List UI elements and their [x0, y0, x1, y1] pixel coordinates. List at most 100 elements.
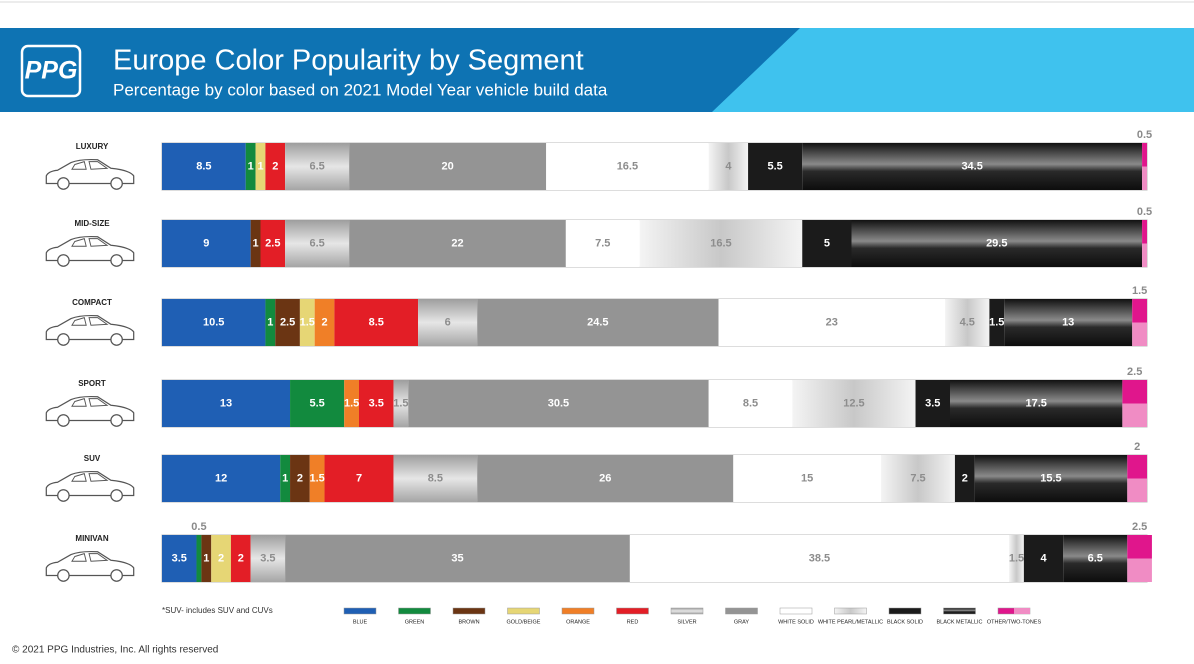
bar-segment	[201, 535, 212, 582]
bar-segment	[393, 455, 478, 502]
value-label: 5	[824, 237, 830, 249]
bar-segment	[359, 380, 394, 427]
category-label: SPORT	[78, 379, 106, 388]
value-label: 22	[451, 237, 463, 249]
value-label: 1.5	[1132, 285, 1147, 297]
value-label: 23	[826, 316, 838, 328]
value-label: 2	[321, 316, 327, 328]
bar-segment	[1142, 143, 1147, 190]
bar-segment	[950, 380, 1123, 427]
legend-swatch	[398, 607, 431, 615]
value-label: 2	[272, 160, 278, 172]
bar-segment	[162, 299, 266, 346]
value-label: 35	[451, 552, 463, 564]
legend-label: OTHER/TWO-TONES	[987, 619, 1042, 625]
top-strip	[0, 0, 1194, 28]
bar-segment	[285, 535, 630, 582]
bar-segment	[1132, 299, 1147, 346]
bar-segment	[255, 143, 266, 190]
value-label: 13	[1062, 316, 1074, 328]
value-label: 5.5	[768, 160, 783, 172]
value-label: 1	[267, 316, 273, 328]
bar-segment	[881, 455, 955, 502]
value-label: 1.5	[344, 397, 359, 409]
legend-label: GREEN	[405, 619, 425, 625]
legend-label: ORANGE	[566, 619, 590, 625]
bar-segment	[349, 143, 547, 190]
legend-label: GRAY	[734, 619, 750, 625]
value-label: 2	[218, 552, 224, 564]
value-label: 3.5	[260, 552, 275, 564]
bar-segment	[349, 220, 566, 267]
bar-segment	[280, 455, 291, 502]
legend-label: BLACK SOLID	[887, 619, 923, 625]
bar-segment	[230, 535, 251, 582]
legend-swatch-part	[1014, 608, 1030, 614]
category-label: MINIVAN	[75, 534, 108, 543]
value-label: 26	[599, 472, 611, 484]
value-label: 1.5	[393, 397, 408, 409]
bar-segment	[250, 535, 286, 582]
bar-segment	[945, 299, 990, 346]
bar-segment	[629, 535, 1010, 582]
header-band	[0, 28, 800, 112]
bar-segment	[393, 380, 409, 427]
bar-segment	[245, 143, 256, 190]
bar-segment	[565, 220, 640, 267]
value-label: 15	[801, 472, 813, 484]
bar-segment	[974, 455, 1128, 502]
bar-segment	[802, 143, 1143, 190]
bar-segment	[196, 535, 202, 582]
value-label: 4.5	[960, 316, 975, 328]
legend-swatch	[943, 607, 976, 615]
value-label: 24.5	[587, 316, 608, 328]
bar-segment	[915, 380, 950, 427]
legend-swatch	[507, 607, 540, 615]
legend-swatch	[616, 607, 649, 615]
bar-segment	[989, 299, 1005, 346]
value-label: 8.5	[743, 397, 758, 409]
value-label: 5.5	[309, 397, 324, 409]
value-label: 6.5	[309, 237, 324, 249]
legend-swatch	[452, 607, 486, 615]
value-label: 2.5	[265, 237, 280, 249]
footnote: *SUV- includes SUV and CUVs	[162, 606, 273, 615]
bar-segment	[1063, 535, 1128, 582]
value-label: 1	[248, 160, 254, 172]
bar-segment	[1004, 299, 1133, 346]
value-label: 2	[1134, 441, 1140, 453]
bar-segment	[1009, 535, 1024, 582]
value-label: 3.5	[369, 397, 384, 409]
bar-segment	[162, 380, 291, 427]
value-label: 2.5	[1132, 521, 1147, 533]
value-label: 7.5	[595, 237, 610, 249]
bar-segment	[265, 143, 286, 190]
bar-segment	[733, 455, 882, 502]
legend-label: BLACK METALLIC	[936, 619, 982, 625]
bar-segment	[954, 455, 975, 502]
bar-segment	[290, 380, 345, 427]
value-label: 12.5	[843, 397, 864, 409]
legend-label: WHITE SOLID	[778, 619, 814, 625]
chart-subtitle: Percentage by color based on 2021 Model …	[113, 80, 608, 99]
value-label: 30.5	[548, 397, 569, 409]
car-icon	[45, 158, 135, 190]
bar-segment	[1127, 535, 1152, 582]
legend-swatch	[670, 607, 704, 615]
category-label: MID-SIZE	[74, 219, 110, 228]
value-label: 9	[203, 237, 209, 249]
bar-segment	[314, 299, 335, 346]
bar-segment	[748, 143, 803, 190]
value-label: 6	[445, 316, 451, 328]
bar-segment	[299, 299, 315, 346]
legend-label: WHITE PEARL/METALLIC	[818, 619, 883, 625]
value-label: 1	[257, 160, 263, 172]
bar-segment	[285, 143, 350, 190]
bar-segment	[802, 220, 852, 267]
car-icon	[45, 314, 135, 346]
legend-label: GOLD/BEIGE	[507, 619, 541, 625]
value-label: 0.5	[191, 521, 206, 533]
value-label: 0.5	[1137, 129, 1152, 141]
category-label: SUV	[84, 454, 101, 463]
